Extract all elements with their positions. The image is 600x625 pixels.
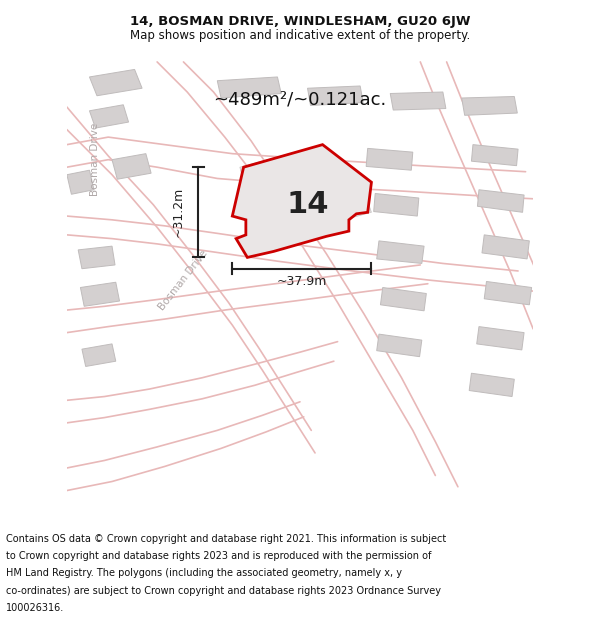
Polygon shape	[112, 154, 151, 179]
Polygon shape	[308, 86, 363, 106]
Polygon shape	[461, 96, 517, 115]
Text: ~489m²/~0.121ac.: ~489m²/~0.121ac.	[214, 91, 386, 109]
Polygon shape	[366, 148, 413, 170]
Polygon shape	[89, 105, 128, 128]
Polygon shape	[377, 241, 424, 264]
Polygon shape	[478, 190, 524, 213]
Text: co-ordinates) are subject to Crown copyright and database rights 2023 Ordnance S: co-ordinates) are subject to Crown copyr…	[6, 586, 441, 596]
Text: Bosman Drive: Bosman Drive	[157, 248, 210, 312]
Text: to Crown copyright and database rights 2023 and is reproduced with the permissio: to Crown copyright and database rights 2…	[6, 551, 431, 561]
Text: ~31.2m: ~31.2m	[172, 187, 185, 238]
Polygon shape	[484, 281, 532, 305]
Text: Map shows position and indicative extent of the property.: Map shows position and indicative extent…	[130, 29, 470, 41]
Polygon shape	[217, 77, 281, 98]
Polygon shape	[67, 170, 94, 194]
Text: Contains OS data © Crown copyright and database right 2021. This information is : Contains OS data © Crown copyright and d…	[6, 534, 446, 544]
Polygon shape	[240, 144, 360, 201]
Polygon shape	[232, 144, 371, 258]
Polygon shape	[390, 92, 446, 110]
Text: ~37.9m: ~37.9m	[277, 275, 327, 288]
Polygon shape	[89, 69, 142, 96]
Text: HM Land Registry. The polygons (including the associated geometry, namely x, y: HM Land Registry. The polygons (includin…	[6, 569, 402, 579]
Polygon shape	[82, 344, 116, 366]
Polygon shape	[80, 282, 119, 306]
Text: 14, BOSMAN DRIVE, WINDLESHAM, GU20 6JW: 14, BOSMAN DRIVE, WINDLESHAM, GU20 6JW	[130, 16, 470, 28]
Polygon shape	[374, 194, 419, 216]
Polygon shape	[472, 144, 518, 166]
Polygon shape	[482, 235, 529, 259]
Polygon shape	[380, 288, 427, 311]
Polygon shape	[477, 327, 524, 350]
Polygon shape	[469, 373, 514, 396]
Text: 14: 14	[286, 190, 329, 219]
Text: Bosman Drive: Bosman Drive	[91, 123, 100, 196]
Polygon shape	[377, 334, 422, 357]
Polygon shape	[78, 246, 115, 269]
Polygon shape	[323, 179, 371, 224]
Text: 100026316.: 100026316.	[6, 603, 64, 613]
